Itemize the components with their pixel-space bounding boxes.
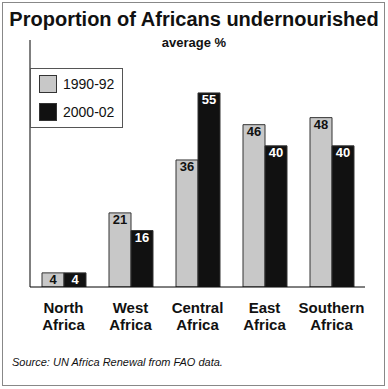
svg-text:4: 4 — [71, 272, 79, 287]
html-text:average %: average % — [161, 35, 227, 50]
svg-text:16: 16 — [135, 230, 149, 245]
svg-text:46: 46 — [247, 124, 261, 139]
html-text:Source: UN Africa Renewal from: Source: UN Africa Renewal from FAO data. — [12, 356, 223, 368]
svg-text:EastAfrica: EastAfrica — [243, 299, 286, 333]
svg-text:21: 21 — [113, 212, 127, 227]
svg-text:NorthAfrica: NorthAfrica — [42, 299, 85, 333]
svg-text:55: 55 — [202, 92, 216, 107]
svg-text:48: 48 — [314, 117, 328, 132]
svg-text:SouthernAfrica: SouthernAfrica — [299, 299, 365, 333]
svg-text:40: 40 — [269, 145, 283, 160]
html-text:Proportion of Africans underno: Proportion of Africans undernourished — [9, 8, 379, 30]
svg-text:40: 40 — [336, 145, 350, 160]
svg-text:WestAfrica: WestAfrica — [109, 299, 152, 333]
svg-text:36: 36 — [180, 159, 194, 174]
svg-text:CentralAfrica: CentralAfrica — [172, 299, 224, 333]
svg-text:4: 4 — [49, 272, 57, 287]
html-text:1990-92: 1990-92 — [63, 76, 115, 92]
html-text:2000-02: 2000-02 — [63, 104, 115, 120]
